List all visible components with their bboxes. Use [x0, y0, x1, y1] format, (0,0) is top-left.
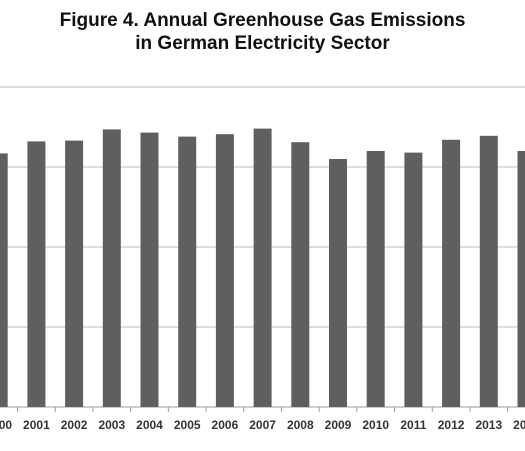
x-tick-label-2011: 2011 — [400, 418, 426, 432]
bar-2008 — [291, 142, 310, 407]
chart-title-line-2: in German Electricity Sector — [135, 33, 390, 54]
bar-2012 — [442, 139, 461, 408]
x-tick-label-2014: 2014 — [513, 418, 525, 432]
bar-2004 — [140, 132, 159, 407]
x-tick-label-2006: 2006 — [212, 418, 239, 432]
chart-title: Figure 4. Annual Greenhouse Gas Emission… — [0, 9, 525, 55]
x-tick-label-2010: 2010 — [362, 418, 389, 432]
x-tick-label-2003: 2003 — [98, 418, 125, 432]
bar-2006 — [215, 134, 234, 407]
x-tick-label-2005: 2005 — [174, 418, 201, 432]
chart-title-line-1: Figure 4. Annual Greenhouse Gas Emission… — [59, 10, 466, 31]
bar-2007 — [253, 128, 272, 407]
x-tick-label-2013: 2013 — [475, 418, 502, 432]
bar-2002 — [65, 140, 84, 407]
x-tick-label-2001: 2001 — [23, 418, 50, 432]
x-tick-label-2004: 2004 — [136, 418, 163, 432]
bar-2000 — [0, 153, 8, 407]
bar-2003 — [102, 129, 121, 407]
x-tick-label-2002: 2002 — [61, 418, 88, 432]
bar-2009 — [329, 159, 347, 407]
bar-2001 — [27, 141, 46, 407]
bar-2014 — [517, 151, 525, 407]
x-tick-label-2000: 2000 — [0, 418, 12, 432]
bar-2011 — [404, 152, 423, 407]
x-tick-label-2012: 2012 — [438, 418, 465, 432]
x-tick-label-2007: 2007 — [249, 418, 276, 432]
x-tick-label-2009: 2009 — [325, 418, 352, 432]
bar-2010 — [366, 151, 385, 407]
x-tick-label-2008: 2008 — [287, 418, 314, 432]
bar-2005 — [178, 136, 197, 407]
bar-2013 — [479, 135, 498, 408]
